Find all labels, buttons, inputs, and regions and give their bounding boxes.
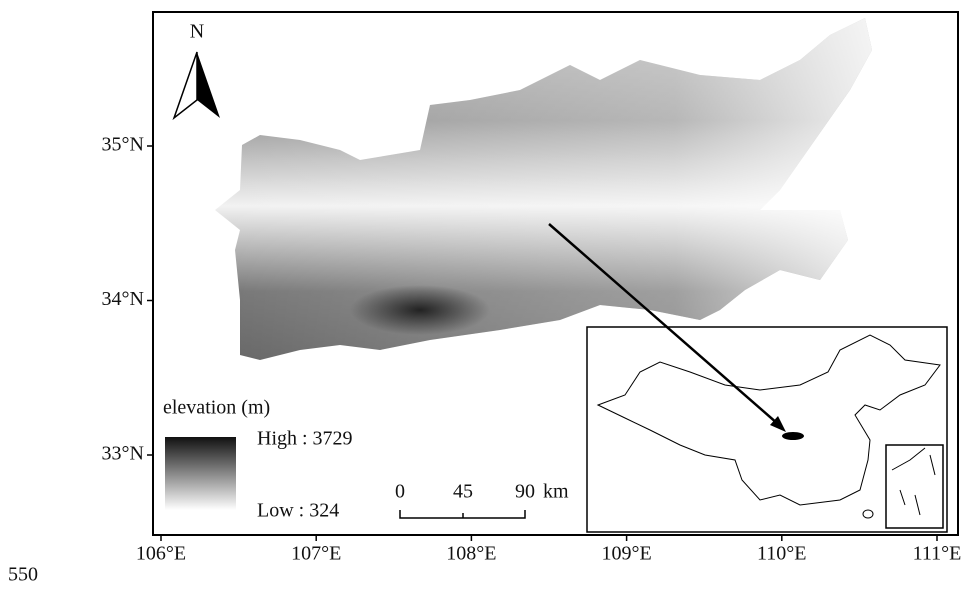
scale-label: 45 [453,481,473,503]
lon-tick-label: 111°E [913,543,962,565]
legend-high: High : 3729 [257,428,353,450]
north-arrow: N [174,21,220,118]
legend-title: elevation (m) [163,397,270,419]
north-label: N [190,21,204,43]
lat-tick-label: 34°N [102,288,144,310]
lon-tick-label: 106°E [136,543,186,565]
scale-bar: 0 45 90 km [395,481,569,518]
scale-label: 0 [395,481,405,503]
lat-tick-label: 33°N [102,443,144,465]
scale-unit: km [543,481,569,503]
north-arrow-left [174,52,197,118]
peak-shade [350,285,490,335]
inset-map [587,327,947,532]
map-figure: N elevation (m) High : 3729 Low : 324 0 … [0,0,968,586]
scale-line [400,510,525,518]
legend-ramp [165,437,236,510]
lon-tick-label: 107°E [291,543,341,565]
north-arrow-right [197,52,220,118]
legend: elevation (m) High : 3729 Low : 324 [163,397,353,522]
lon-tick-label: 109°E [601,543,651,565]
legend-low: Low : 324 [257,500,339,522]
lat-tick-label: 35°N [102,134,144,156]
terrain-shade [215,18,872,360]
lon-tick-label: 110°E [757,543,806,565]
study-area-inset [782,432,804,440]
terrain [215,18,872,360]
scale-label: 90 [515,481,535,503]
lon-tick-label: 108°E [446,543,496,565]
corner-label: 550 [8,564,38,586]
inset-frame [587,327,947,532]
